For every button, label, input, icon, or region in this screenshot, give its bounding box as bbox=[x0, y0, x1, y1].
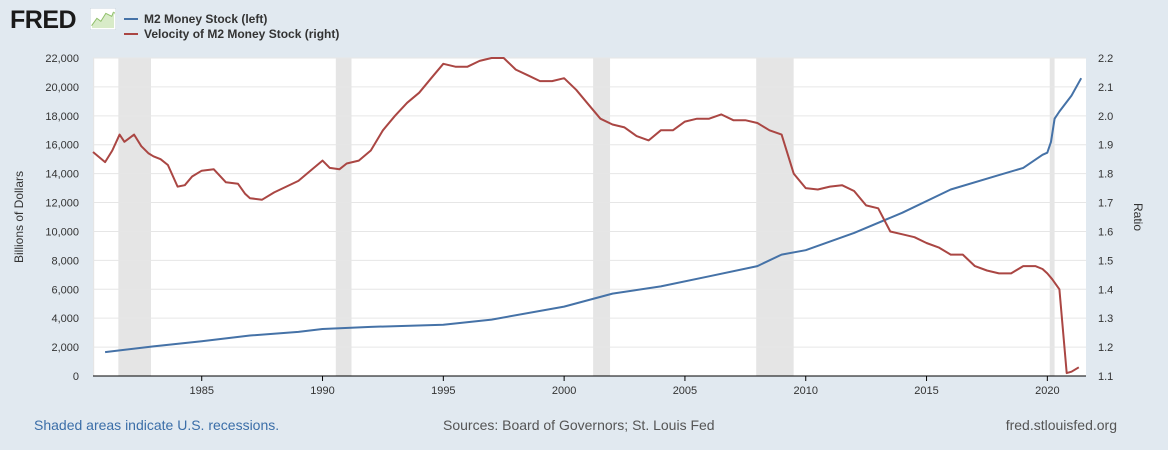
series-line-0 bbox=[104, 77, 1083, 354]
x-tick-label: 2005 bbox=[673, 385, 697, 397]
left-tick-label: 14,000 bbox=[45, 169, 79, 181]
recession-band bbox=[118, 58, 151, 376]
right-tick-label: 1.5 bbox=[1098, 255, 1113, 267]
chart: 1985 1990 1995 2000 2005 2010 2015 2020 0 2,000 4… bbox=[12, 53, 1145, 397]
recession-band bbox=[1049, 58, 1055, 376]
sources-note: Sources: Board of Governors; St. Louis F… bbox=[443, 417, 715, 433]
series-lines bbox=[92, 57, 1083, 375]
left-axis-ticks: 0 2,000 4,000 6,000 8,000 10,000 12,000 14,000 1… bbox=[45, 53, 79, 383]
x-tick-label: 2015 bbox=[914, 385, 938, 397]
right-tick-label: 1.6 bbox=[1098, 226, 1113, 238]
legend-swatch bbox=[124, 18, 138, 20]
right-tick-label: 2.0 bbox=[1098, 111, 1113, 123]
left-tick-label: 4,000 bbox=[51, 313, 79, 325]
recession-shading bbox=[93, 58, 1055, 376]
legend-label: Velocity of M2 Money Stock (right) bbox=[144, 27, 340, 41]
left-tick-label: 16,000 bbox=[45, 140, 79, 152]
x-axis-ticks: 1985 1990 1995 2000 2005 2010 2015 2020 bbox=[189, 376, 1060, 397]
x-tick-label: 1995 bbox=[431, 385, 455, 397]
right-tick-label: 1.4 bbox=[1098, 284, 1113, 296]
right-tick-label: 1.7 bbox=[1098, 198, 1113, 210]
left-tick-label: 18,000 bbox=[45, 111, 79, 123]
left-tick-label: 8,000 bbox=[51, 255, 79, 267]
right-tick-label: 1.9 bbox=[1098, 140, 1113, 152]
left-axis-title: Billions of Dollars bbox=[12, 171, 26, 263]
left-tick-label: 2,000 bbox=[51, 342, 79, 354]
left-tick-label: 10,000 bbox=[45, 226, 79, 238]
plot-background bbox=[93, 58, 1086, 376]
recession-band bbox=[756, 58, 794, 376]
x-tick-label: 2000 bbox=[552, 385, 576, 397]
recession-band bbox=[335, 58, 352, 376]
legend-label: M2 Money Stock (left) bbox=[144, 12, 268, 26]
recession-note: Shaded areas indicate U.S. recessions. bbox=[34, 417, 280, 433]
left-tick-label: 6,000 bbox=[51, 284, 79, 296]
right-axis-title: Ratio bbox=[1131, 203, 1145, 231]
right-tick-label: 1.1 bbox=[1098, 371, 1113, 383]
left-tick-label: 22,000 bbox=[45, 53, 79, 65]
left-tick-label: 20,000 bbox=[45, 82, 79, 94]
series-line-1 bbox=[92, 57, 1080, 375]
x-tick-label: 2010 bbox=[793, 385, 817, 397]
recession-band bbox=[93, 58, 95, 376]
right-tick-label: 2.1 bbox=[1098, 82, 1113, 94]
x-tick-label: 1985 bbox=[189, 385, 213, 397]
fred-logo[interactable]: FRED bbox=[10, 6, 77, 34]
site-link[interactable]: fred.stlouisfed.org bbox=[1005, 417, 1117, 433]
left-tick-label: 0 bbox=[73, 371, 79, 383]
right-axis-ticks: 1.1 1.2 1.3 1.4 1.5 1.6 1.7 1.8 1.9 2.0 2.1 2.2 bbox=[1098, 53, 1113, 383]
legend-swatch bbox=[124, 33, 138, 35]
right-tick-label: 2.2 bbox=[1098, 53, 1113, 65]
gridlines bbox=[93, 57, 1086, 348]
x-tick-label: 1990 bbox=[310, 385, 334, 397]
legend-item-m2[interactable]: M2 Money Stock (left) bbox=[124, 12, 267, 26]
left-tick-label: 12,000 bbox=[45, 198, 79, 210]
legend-item-velocity[interactable]: Velocity of M2 Money Stock (right) bbox=[124, 27, 339, 41]
right-tick-label: 1.8 bbox=[1098, 169, 1113, 181]
right-tick-label: 1.3 bbox=[1098, 313, 1113, 325]
right-tick-label: 1.2 bbox=[1098, 342, 1113, 354]
recession-band bbox=[593, 58, 611, 376]
fred-chart-icon bbox=[90, 8, 116, 30]
x-tick-label: 2020 bbox=[1035, 385, 1059, 397]
